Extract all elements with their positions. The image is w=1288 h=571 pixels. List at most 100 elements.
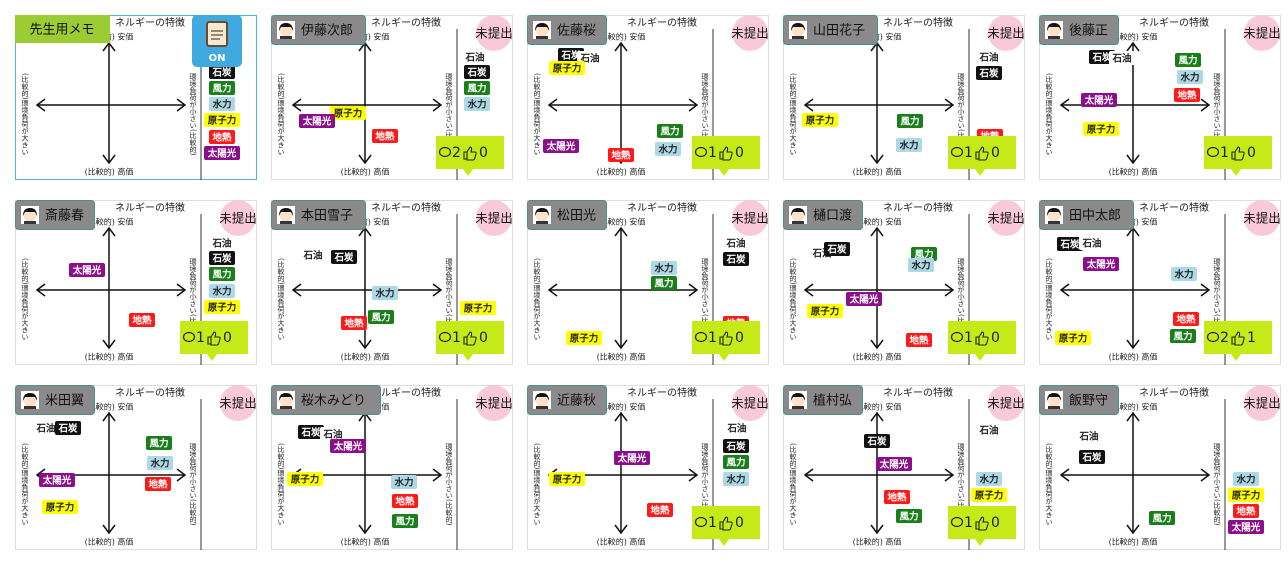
- sticker-label: 風力: [212, 83, 231, 95]
- sticker: [906, 333, 932, 347]
- avatar-hair: [791, 208, 805, 216]
- card[interactable]: ネルギーの特徴(比較的) 安価(比較的) 高価(比較的)環境負荷が大きい環境負荷…: [1039, 200, 1281, 365]
- sticker-label: 石炭: [211, 253, 232, 265]
- arrow-heads: [803, 411, 955, 535]
- memo-label: 先生用メモ: [29, 23, 94, 38]
- avatar-face: [24, 210, 36, 222]
- sticker: [331, 250, 357, 264]
- clipboard-icon: [206, 21, 228, 47]
- like-icon: [1231, 331, 1245, 346]
- sticker-label: 石油: [978, 425, 998, 437]
- sticker: [372, 129, 398, 143]
- sticker-label: 石炭: [300, 427, 321, 439]
- student-name: 佐藤桜: [557, 24, 596, 39]
- axis-bottom-label: (比較的) 高価: [853, 537, 902, 547]
- card[interactable]: ネルギーの特徴(比較的) 安価(比較的) 高価(比較的)環境負荷が大きい環境負荷…: [271, 385, 513, 550]
- sticker: [287, 472, 323, 486]
- sticker-label: 石油: [725, 238, 745, 250]
- sticker-label: 水力: [911, 260, 930, 272]
- status-label: 未提出: [731, 396, 769, 411]
- reaction-badge[interactable]: [948, 136, 1016, 176]
- student-name: 樋口渡: [813, 208, 852, 224]
- sticker: [908, 258, 934, 272]
- avatar-body: [536, 221, 548, 224]
- axis-bottom-label: (比較的) 高価: [341, 167, 390, 177]
- sticker-label: 風力: [149, 438, 168, 450]
- sticker: [1079, 450, 1105, 464]
- sticker: [372, 286, 398, 300]
- card[interactable]: ネルギーの特徴(比較的) 安価(比較的) 高価(比較的)環境負荷が大きい環境負荷…: [527, 15, 769, 180]
- card[interactable]: ネルギーの特徴(比較的) 安価(比較的) 高価(比較的)環境負荷が大きい環境負荷…: [271, 200, 513, 365]
- sticker-label: 太陽光: [208, 148, 237, 160]
- axis-right-label: 環境負荷が小さい(比較的): [1213, 443, 1221, 526]
- reaction-badge[interactable]: [1204, 321, 1272, 361]
- sticker: [723, 252, 749, 266]
- card[interactable]: ネルギーの特徴(比較的) 安価(比較的) 高価(比較的)環境負荷が大きい環境負荷…: [783, 385, 1025, 550]
- card[interactable]: ネルギーの特徴(比較的) 安価(比較的) 高価(比較的)環境負荷が大きい環境負荷…: [527, 200, 769, 365]
- reaction-badge[interactable]: [692, 506, 760, 546]
- card[interactable]: ネルギーの特徴(比較的) 安価(比較的) 高価(比較的)環境負荷が大きい環境負荷…: [783, 15, 1025, 180]
- status-label: 未提出: [1243, 26, 1281, 41]
- sticker: [1174, 88, 1200, 102]
- sticker-label: 原子力: [334, 108, 363, 120]
- card[interactable]: ネルギーの特徴(比較的) 安価(比較的) 高価(比較的)環境負荷が大きい環境負荷…: [1039, 15, 1281, 180]
- card[interactable]: ネルギーの特徴(比較的) 安価(比較的) 高価(比較的)環境負荷が大きい環境負荷…: [783, 200, 1025, 365]
- axis-left-label: (比較的)環境負荷が大きい: [277, 443, 285, 526]
- card[interactable]: ネルギーの特徴(比較的) 安価(比較的) 高価(比較的)環境負荷が大きい環境負荷…: [1039, 385, 1281, 550]
- sticker: [971, 488, 1007, 502]
- sticker-label: 原子力: [1232, 490, 1261, 502]
- sticker: [543, 139, 579, 153]
- worksheet-title: ネルギーの特徴: [1139, 386, 1209, 399]
- sticker: [608, 148, 634, 162]
- avatar-face: [536, 210, 548, 222]
- card[interactable]: ネルギーの特徴(比較的) 安価(比較的) 高価(比較的)環境負荷が大きい環境負荷…: [15, 200, 257, 365]
- axis-right-label: 環境負荷が小さい(比較的): [445, 443, 453, 526]
- reaction-badge[interactable]: [692, 136, 760, 176]
- reaction-badge[interactable]: [436, 136, 504, 176]
- reaction-badge[interactable]: [692, 321, 760, 361]
- like-icon: [207, 331, 221, 346]
- reaction-badge[interactable]: [1204, 136, 1272, 176]
- sticker-label: 水力: [375, 288, 394, 300]
- avatar-body: [24, 221, 36, 224]
- student-name: 山田花子: [813, 23, 865, 39]
- sticker: [1171, 267, 1197, 281]
- sticker: [911, 247, 937, 261]
- sticker: [460, 301, 496, 315]
- sticker: [655, 142, 681, 156]
- sticker-label: 石炭: [1081, 452, 1102, 464]
- reaction-badge[interactable]: [180, 321, 248, 361]
- memo-toggle: ON: [209, 53, 226, 64]
- like-count: 0: [1247, 145, 1256, 161]
- reaction-badge[interactable]: [948, 321, 1016, 361]
- sticker: [896, 138, 922, 152]
- card[interactable]: ネルギーの特徴(比較的) 安価(比較的) 高価(比較的)環境負荷が大きい環境負荷…: [527, 385, 769, 550]
- sticker: [1233, 504, 1259, 518]
- sticker-label: 地熱: [132, 315, 152, 327]
- card[interactable]: ネルギーの特徴(比較的) 安価(比較的) 高価(比較的)環境負荷が大きい環境負荷…: [271, 15, 513, 180]
- sticker-label: 原子力: [208, 302, 237, 314]
- avatar-hair: [791, 393, 805, 401]
- sticker-label: 地熱: [611, 150, 631, 162]
- sticker-label: 風力: [1152, 513, 1171, 525]
- card[interactable]: ネルギーの特徴(比較的) 安価(比較的) 高価(比較的)環境負荷が大きい環境負荷…: [15, 385, 257, 550]
- reaction-badge[interactable]: [436, 321, 504, 361]
- comment-count: 2: [452, 145, 461, 161]
- axis-right-label: 環境負荷が小さい(比較的): [445, 73, 453, 156]
- like-count: 0: [991, 330, 1000, 346]
- axis-right-label: 環境負荷が小さい(比較的): [701, 258, 709, 341]
- sticker-label: 風力: [726, 457, 745, 469]
- worksheet-title: ネルギーの特徴: [883, 16, 953, 29]
- sticker-label: 太陽光: [1087, 259, 1116, 271]
- sticker-label: 水力: [979, 474, 998, 486]
- sticker-label: 風力: [1178, 55, 1197, 67]
- card[interactable]: ネルギーの特徴(比較的) 安価(比較的) 高価(比較的)環境負荷が大きい環境負荷…: [15, 15, 257, 180]
- sticker: [896, 509, 922, 523]
- status-label: 未提出: [475, 26, 513, 41]
- axis-left-label: (比較的)環境負荷が大きい: [21, 73, 29, 156]
- reaction-badge[interactable]: [948, 506, 1016, 546]
- comment-icon: [694, 146, 708, 158]
- sticker-label: 原子力: [1087, 124, 1116, 136]
- sticker: [341, 316, 367, 330]
- arrow-heads: [1059, 41, 1211, 165]
